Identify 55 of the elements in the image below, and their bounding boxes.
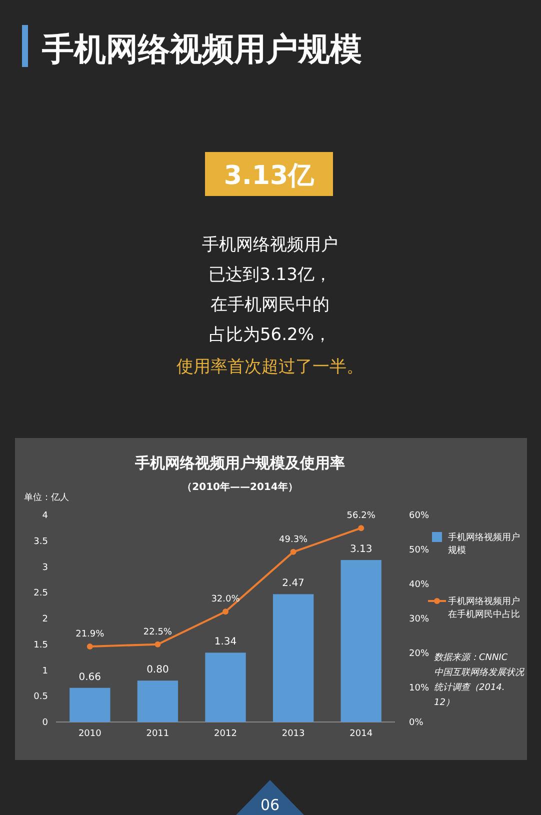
text: 手机网络视频用户 — [202, 235, 338, 255]
y-tick-label: 1 — [42, 666, 48, 676]
x-tick-label: 2014 — [350, 729, 373, 739]
y2-tick-label: 10% — [409, 684, 430, 694]
x-tick-label: 2010 — [78, 729, 102, 739]
chart-subtitle: （2010年——2014年） — [182, 481, 298, 493]
data-label: 1.34 — [214, 636, 237, 648]
y-tick-label: 2 — [42, 614, 48, 624]
bar — [272, 594, 314, 722]
legend-label: 手机网络视频用户规模 — [448, 532, 520, 556]
bar — [70, 688, 110, 722]
y2-tick-label: 0% — [409, 718, 424, 728]
data-label: 32.0% — [211, 594, 240, 605]
bar — [137, 680, 178, 722]
data-label: 0.80 — [146, 664, 169, 676]
data-label: 21.9% — [76, 629, 105, 640]
text: 在手机网民中的 — [210, 295, 330, 315]
text: 占比为56.2%， — [208, 325, 332, 345]
text: 使用率首次超过了一半。 — [176, 357, 364, 377]
y-tick-label: 2.5 — [34, 588, 48, 599]
x-tick-label: 2012 — [214, 729, 237, 739]
text: 已达到3.13亿， — [208, 265, 332, 285]
bar — [340, 560, 382, 722]
y2-tick-label: 60% — [409, 511, 430, 521]
data-label: 56.2% — [346, 511, 376, 522]
x-tick-label: 2013 — [282, 729, 305, 739]
point — [358, 525, 364, 532]
point — [86, 643, 93, 650]
y-tick-label: 0.5 — [34, 692, 48, 702]
bar — [205, 652, 246, 722]
text: 手机网络视频用户规模 — [41, 30, 362, 68]
data-label: 49.3% — [279, 534, 308, 545]
data-label: 0.66 — [78, 672, 102, 683]
chart-title: 手机网络视频用户规模及使用率 — [134, 454, 345, 472]
y-tick-label: 3.5 — [34, 536, 48, 547]
y-axis-title: 单位：亿人 — [24, 492, 69, 503]
data-label: 3.13 — [350, 544, 372, 556]
source-note: 数据来源：CNNIC中国互联网络发展状况统计调查（2014.12） — [434, 652, 525, 708]
x-tick-label: 2011 — [146, 729, 170, 739]
y2-tick-label: 20% — [409, 649, 430, 659]
point — [154, 641, 161, 648]
y-tick-label: 3 — [42, 562, 48, 573]
data-label: 2.47 — [282, 578, 304, 590]
y-tick-label: 4 — [42, 511, 48, 521]
y2-tick-label: 50% — [409, 546, 430, 556]
y-tick-label: 0 — [42, 718, 48, 728]
y2-tick-label: 40% — [409, 580, 430, 590]
legend-label: 手机网络视频用户在手机网民中占比 — [448, 596, 520, 620]
text: 06 — [260, 796, 280, 814]
text: 3.13亿 — [224, 161, 316, 191]
point — [290, 548, 296, 555]
y2-tick-label: 30% — [409, 614, 430, 624]
y-tick-label: 1.5 — [34, 640, 48, 650]
point — [222, 608, 228, 615]
data-label: 22.5% — [143, 627, 172, 638]
